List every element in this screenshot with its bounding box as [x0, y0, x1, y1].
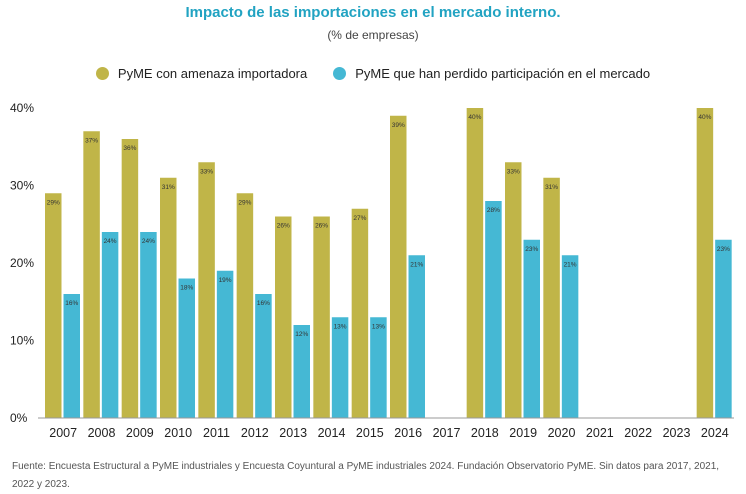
x-tick-label: 2011 — [203, 426, 230, 440]
data-label: 24% — [104, 238, 117, 245]
data-label: 13% — [372, 323, 385, 330]
data-label: 31% — [162, 184, 175, 191]
data-label: 29% — [238, 199, 251, 206]
y-tick-label: 20% — [10, 256, 34, 270]
bar-series1 — [313, 216, 330, 418]
data-label: 33% — [507, 168, 520, 175]
x-tick-label: 2024 — [701, 426, 729, 440]
x-tick-label: 2021 — [586, 426, 614, 440]
bar-series2 — [408, 255, 425, 418]
legend-item-series1: PyME con amenaza importadora — [95, 66, 308, 81]
bar-series2 — [63, 294, 80, 418]
bar-series1 — [543, 177, 560, 418]
data-label: 37% — [85, 137, 98, 144]
bar-series2 — [293, 325, 310, 418]
y-tick-label: 40% — [10, 101, 34, 115]
data-label: 24% — [142, 238, 155, 245]
data-label: 13% — [334, 323, 347, 330]
data-label: 33% — [200, 168, 213, 175]
data-label: 40% — [698, 114, 711, 121]
data-label: 27% — [353, 215, 366, 222]
x-tick-label: 2009 — [126, 426, 154, 440]
data-label: 29% — [47, 199, 60, 206]
data-label: 16% — [65, 300, 78, 307]
x-tick-label: 2016 — [394, 426, 422, 440]
x-tick-label: 2007 — [49, 426, 77, 440]
x-tick-label: 2018 — [471, 426, 499, 440]
bar-series2 — [178, 278, 195, 418]
bar-series1 — [45, 193, 62, 418]
x-tick-label: 2022 — [624, 426, 652, 440]
x-tick-label: 2019 — [509, 426, 537, 440]
bar-series1 — [696, 108, 714, 418]
data-label: 28% — [487, 207, 500, 214]
x-tick-label: 2010 — [164, 426, 192, 440]
data-label: 36% — [123, 145, 136, 152]
data-label: 21% — [410, 261, 423, 268]
bar-series2 — [216, 270, 234, 418]
data-label: 21% — [564, 261, 577, 268]
data-label: 31% — [545, 184, 558, 191]
bar-series2 — [331, 317, 349, 418]
x-tick-label: 2020 — [548, 426, 576, 440]
legend-label-series2: PyME que han perdido participación en el… — [355, 66, 651, 81]
legend-label-series1: PyME con amenaza importadora — [117, 66, 308, 81]
x-tick-label: 2017 — [433, 426, 461, 440]
y-tick-label: 0% — [10, 411, 28, 425]
data-label: 23% — [717, 246, 730, 253]
x-tick-label: 2013 — [279, 426, 307, 440]
bar-series1 — [390, 115, 407, 418]
bar-series2 — [101, 232, 119, 418]
data-label: 18% — [180, 285, 193, 292]
x-tick-label: 2014 — [318, 426, 346, 440]
bar-series1 — [466, 108, 484, 418]
x-tick-label: 2015 — [356, 426, 384, 440]
y-tick-label: 30% — [10, 179, 34, 193]
chart-subtitle: (% de empresas) — [327, 28, 419, 42]
bar-series2 — [485, 201, 502, 418]
data-label: 26% — [315, 223, 328, 230]
legend: PyME con amenaza importadora PyME que ha… — [0, 66, 746, 81]
footnote: Fuente: Encuesta Estructural a PyME indu… — [12, 461, 720, 490]
data-label: 12% — [295, 331, 308, 338]
y-tick-label: 10% — [10, 334, 34, 348]
bar-series2 — [561, 255, 579, 418]
bar-series1 — [160, 177, 177, 418]
bar-series1 — [351, 208, 369, 418]
legend-swatch-series2 — [333, 67, 347, 80]
data-label: 19% — [219, 277, 232, 284]
bar-series1 — [275, 216, 292, 418]
data-label: 23% — [525, 246, 538, 253]
bar-series2 — [523, 239, 540, 418]
bar-series2 — [140, 232, 157, 418]
legend-swatch-series1 — [95, 67, 109, 80]
bar-series1 — [198, 162, 215, 418]
bar-series1 — [83, 131, 100, 418]
bar-series1 — [121, 139, 139, 418]
bar-series2 — [715, 239, 732, 418]
x-tick-label: 2023 — [663, 426, 691, 440]
bar-series2 — [255, 294, 272, 418]
data-label: 40% — [468, 114, 481, 121]
bar-series1 — [236, 193, 254, 418]
bar-series2 — [370, 317, 387, 418]
data-label: 39% — [392, 122, 405, 129]
data-label: 16% — [257, 300, 270, 307]
data-label: 26% — [277, 223, 290, 230]
legend-item-series2: PyME que han perdido participación en el… — [333, 66, 650, 81]
chart-title: Impacto de las importaciones en el merca… — [185, 4, 561, 21]
bar-series1 — [505, 162, 522, 418]
x-tick-label: 2012 — [241, 426, 269, 440]
x-tick-label: 2008 — [88, 426, 116, 440]
